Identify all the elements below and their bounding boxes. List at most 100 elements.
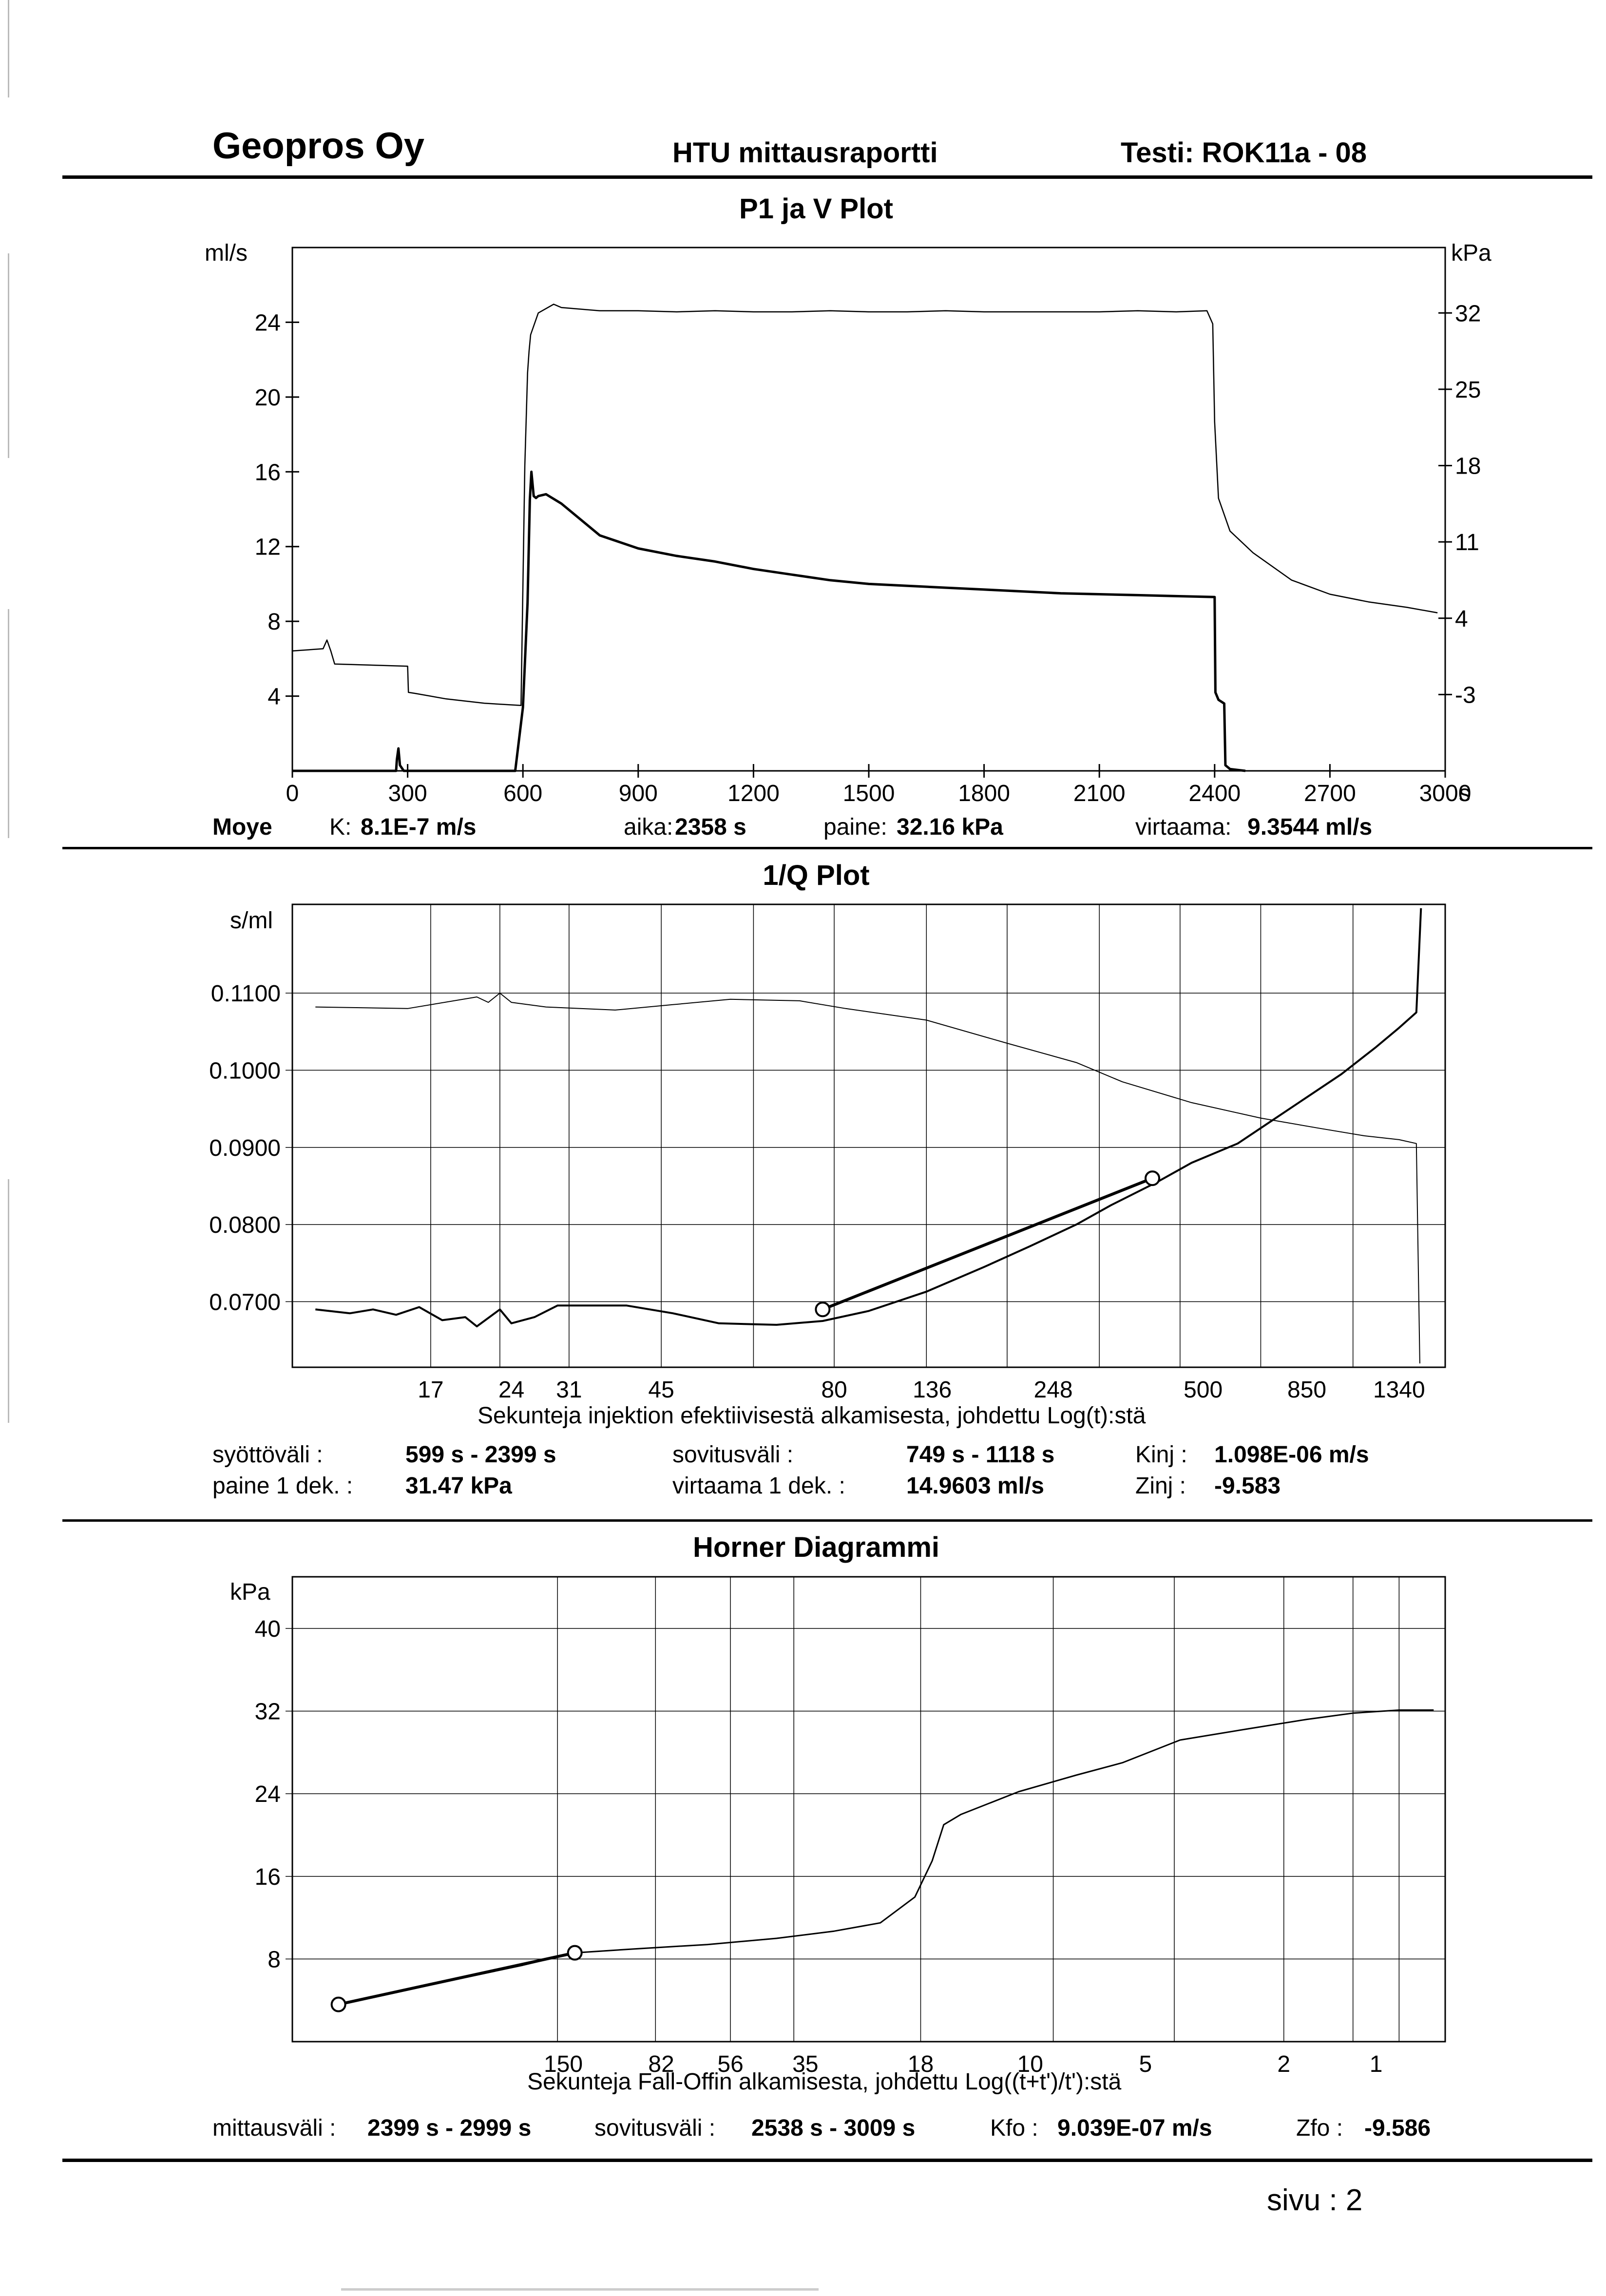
plot2-x-tick-label: 136 <box>913 1377 952 1403</box>
plot3-mittaus-label: mittausväli : <box>212 2115 336 2141</box>
plot3-x-tick-label: 56 <box>717 2051 743 2077</box>
plot1-paine-value: 32.16 kPa <box>897 814 1003 840</box>
plot3-zfo-label: Zfo : <box>1296 2115 1343 2141</box>
plot1-x-tick-label: 600 <box>503 781 542 806</box>
plot3-frame <box>291 1576 1446 2043</box>
test-id: Testi: ROK11a - 08 <box>1121 137 1367 169</box>
plot1-x-tick-label: 2700 <box>1304 781 1356 806</box>
plot3-title: Horner Diagrammi <box>692 1531 940 1563</box>
plot2-paine-label: paine 1 dek. : <box>212 1473 353 1499</box>
plot2-y-tick-label: 0.0700 <box>209 1289 281 1315</box>
plot2-paine-value: 31.47 kPa <box>405 1473 512 1499</box>
plot2-kinj-label: Kinj : <box>1135 1442 1187 1468</box>
plot1-k-value: 8.1E-7 m/s <box>361 814 477 840</box>
plot1-method: Moye <box>212 814 272 840</box>
plot2-x-tick-label: 31 <box>556 1377 582 1403</box>
plot2-frame <box>291 903 1446 1368</box>
inverse-flow-line <box>315 908 1422 1328</box>
plot2-y-tick-label: 0.1000 <box>209 1058 281 1084</box>
report-title: HTU mittausraportti <box>672 137 938 169</box>
plot3-kfo-value: 9.039E-07 m/s <box>1057 2115 1212 2141</box>
plot2-sovitus-value: 749 s - 1118 s <box>906 1442 1055 1468</box>
plot2-kinj-value: 1.098E-06 m/s <box>1214 1442 1369 1468</box>
plot1-x-tick-label: 900 <box>619 781 658 806</box>
plot3-y-tick-label: 16 <box>255 1864 281 1890</box>
plot3-xlabel: Sekunteja Fall-Offin alkamisesta, johdet… <box>527 2069 1122 2095</box>
plot3-x-tick-label: 18 <box>908 2051 934 2077</box>
fit-endpoint-marker <box>815 1301 831 1318</box>
plot2-y-tick-label: 0.0900 <box>209 1135 281 1161</box>
plot1-x-tick-label: 0 <box>286 781 299 806</box>
plot1-title: P1 ja V Plot <box>739 193 893 225</box>
plot1-x-tick-label: 1800 <box>958 781 1010 806</box>
flow-rate-line <box>292 470 1246 772</box>
plot2-xlabel: Sekunteja injektion efektiivisestä alkam… <box>478 1403 1146 1429</box>
plot3-zfo-value: -9.586 <box>1364 2115 1431 2141</box>
plot3-y-tick-label: 32 <box>255 1699 281 1725</box>
plot3-y-tick-label: 40 <box>255 1616 281 1642</box>
plot2-zinj-label: Zinj : <box>1135 1473 1186 1499</box>
plot3-sovitus-label: sovitusväli : <box>594 2115 716 2141</box>
plot2-x-tick-label: 24 <box>498 1377 524 1403</box>
plot3-y-unit: kPa <box>230 1579 270 1605</box>
plot1-x-tick-label: 1200 <box>727 781 780 806</box>
plot2-syotto-value: 599 s - 2399 s <box>405 1442 556 1468</box>
plot3-x-tick-label: 2 <box>1277 2051 1290 2077</box>
plot1-y-right-tick-label: 18 <box>1455 454 1481 479</box>
section-rule <box>62 1519 1592 1522</box>
company-name: Geopros Oy <box>212 125 424 167</box>
pressure-line <box>315 993 1420 1364</box>
plot2-x-tick-label: 850 <box>1287 1377 1326 1403</box>
plot3-x-tick-label: 1 <box>1370 2051 1383 2077</box>
plot1-right-unit: kPa <box>1451 240 1491 266</box>
plot1-left-unit: ml/s <box>205 240 248 266</box>
plot1-y-right-tick-label: 25 <box>1455 377 1481 403</box>
plot2-x-tick-label: 1340 <box>1373 1377 1425 1403</box>
plot2-sovitus-label: sovitusväli : <box>672 1442 794 1468</box>
plot2-x-tick-label: 45 <box>648 1377 674 1403</box>
plot1-y-left-tick-label: 24 <box>255 310 281 336</box>
plot3-kfo-label: Kfo : <box>990 2115 1038 2141</box>
fit-endpoint-marker <box>567 1945 583 1961</box>
scan-bottom-mark <box>341 2288 819 2291</box>
plot1-x-unit: s <box>1459 781 1471 806</box>
plot3-x-tick-label: 5 <box>1139 2051 1152 2077</box>
page-number: sivu : 2 <box>1267 2183 1363 2217</box>
plot1-y-left-tick-label: 8 <box>268 609 281 635</box>
plot1-aika-label: aika: <box>624 814 673 840</box>
fit-line <box>822 1177 1153 1311</box>
plot1-y-right-tick-label: 11 <box>1455 530 1479 555</box>
plot1-y-left-tick-label: 20 <box>255 385 281 411</box>
scan-margin-line <box>8 0 9 97</box>
plot1-frame <box>291 247 1446 772</box>
plot1-y-right-tick-label: 4 <box>1455 606 1468 632</box>
plot3-x-tick-label: 10 <box>1017 2051 1043 2077</box>
header-rule <box>62 175 1592 179</box>
pressure-line <box>292 304 1438 707</box>
scan-margin-line <box>8 609 9 838</box>
plot3-sovitus-value: 2538 s - 3009 s <box>751 2115 916 2141</box>
plot1-x-tick-label: 2100 <box>1073 781 1126 806</box>
fit-endpoint-marker <box>330 1996 346 2012</box>
plot2-virtaama-label: virtaama 1 dek. : <box>672 1473 845 1499</box>
plot1-y-left-tick-label: 4 <box>268 684 281 710</box>
plot1-virtaama-value: 9.3544 ml/s <box>1247 814 1373 840</box>
plot3-y-tick-label: 8 <box>268 1947 281 1972</box>
plot1-k-label: K: <box>329 814 352 840</box>
plot1-y-right-tick-label: -3 <box>1455 682 1476 708</box>
plot2-x-tick-label: 80 <box>821 1377 847 1403</box>
scan-margin-line <box>8 1179 9 1423</box>
plot3-x-tick-label: 150 <box>544 2051 583 2077</box>
plot2-y-unit: s/ml <box>230 908 273 934</box>
bottom-rule <box>62 2159 1592 2162</box>
plot1-y-left-tick-label: 12 <box>255 535 281 560</box>
plot1-x-tick-label: 2400 <box>1188 781 1241 806</box>
plot1-y-left-tick-label: 16 <box>255 459 281 485</box>
plot1-y-right-tick-label: 32 <box>1455 301 1481 326</box>
plot2-x-tick-label: 500 <box>1184 1377 1223 1403</box>
plot1-x-tick-label: 300 <box>388 781 427 806</box>
fit-endpoint-marker <box>1145 1170 1161 1186</box>
plot1-aika-value: 2358 s <box>675 814 746 840</box>
plot3-x-tick-label: 82 <box>648 2051 674 2077</box>
